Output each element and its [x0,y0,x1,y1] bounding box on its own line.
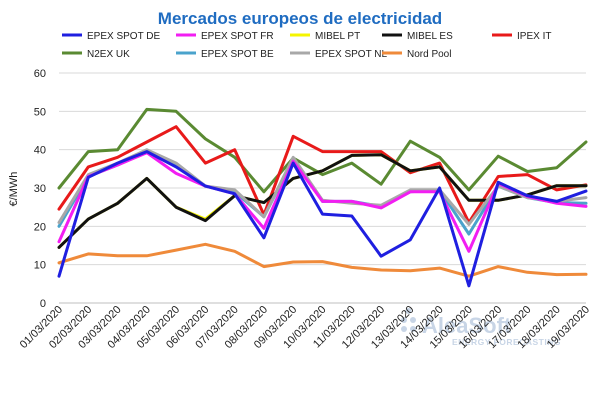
series-lines [57,107,588,288]
series-line-epex-spot-be [57,150,588,236]
series-line-nord-pool [57,242,588,278]
y-tick-label: 20 [34,221,46,233]
watermark-tagline: ENERGY FORECASTING [452,337,561,347]
y-tick-label: 0 [40,298,46,310]
legend-label-epex-spot-nl: EPEX SPOT NL [315,49,388,60]
chart-title: Mercados europeos de electricidad [158,9,442,28]
legend-label-mibel-pt: MIBEL PT [315,31,360,42]
legend-label-epex-spot-fr: EPEX SPOT FR [201,31,274,42]
y-tick-labels: 0 10 20 30 40 50 60 [34,68,46,310]
y-axis-label: €/MWh [8,172,20,207]
legend-label-n2ex-uk: N2EX UK [87,49,130,60]
grid [59,72,586,266]
legend-label-mibel-es: MIBEL ES [407,31,453,42]
legend: EPEX SPOT DE EPEX SPOT FR MIBEL PT MIBEL ES… [62,31,551,60]
series-line-n2ex-uk [57,107,588,194]
y-tick-label: 30 [34,183,46,195]
watermark: AleaSoft ENERGY FORECASTING [401,308,561,347]
y-tick-label: 50 [34,106,46,118]
legend-label-epex-spot-de: EPEX SPOT DE [87,31,161,42]
legend-label-ipex-it: IPEX IT [517,31,551,42]
y-tick-label: 60 [34,68,46,80]
legend-label-epex-spot-be: EPEX SPOT BE [201,49,274,60]
series-line-epex-spot-fr [57,151,588,253]
series-line-ipex-it [57,125,588,224]
y-tick-label: 40 [34,145,46,157]
series-line-epex-spot-de [57,150,588,288]
series-line-mibel-es [57,153,588,249]
y-tick-label: 10 [34,260,46,272]
aleasoft-logo-icon [401,308,416,332]
watermark-brand: AleaSoft [422,313,512,338]
legend-label-nord-pool: Nord Pool [407,49,451,60]
